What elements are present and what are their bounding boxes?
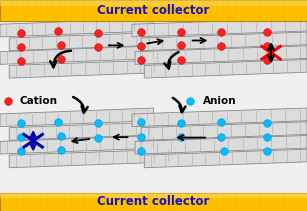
Bar xyxy=(0,0,307,6)
Polygon shape xyxy=(144,60,307,78)
Polygon shape xyxy=(0,46,160,64)
Bar xyxy=(0,193,307,198)
Polygon shape xyxy=(144,149,307,168)
Polygon shape xyxy=(9,149,175,168)
Polygon shape xyxy=(0,135,160,154)
Polygon shape xyxy=(141,122,307,140)
Text: Anion: Anion xyxy=(203,96,236,106)
Bar xyxy=(0,193,307,211)
Text: Current collector: Current collector xyxy=(97,4,210,17)
Polygon shape xyxy=(135,46,307,64)
Polygon shape xyxy=(141,32,307,51)
Polygon shape xyxy=(132,18,307,37)
Polygon shape xyxy=(9,60,175,78)
Bar xyxy=(0,0,307,21)
Text: Cation: Cation xyxy=(20,96,58,106)
Polygon shape xyxy=(132,108,307,127)
Polygon shape xyxy=(0,18,154,37)
Polygon shape xyxy=(135,135,307,154)
Polygon shape xyxy=(9,32,169,51)
Text: Current collector: Current collector xyxy=(97,195,210,208)
Polygon shape xyxy=(0,108,154,127)
Polygon shape xyxy=(9,122,169,140)
